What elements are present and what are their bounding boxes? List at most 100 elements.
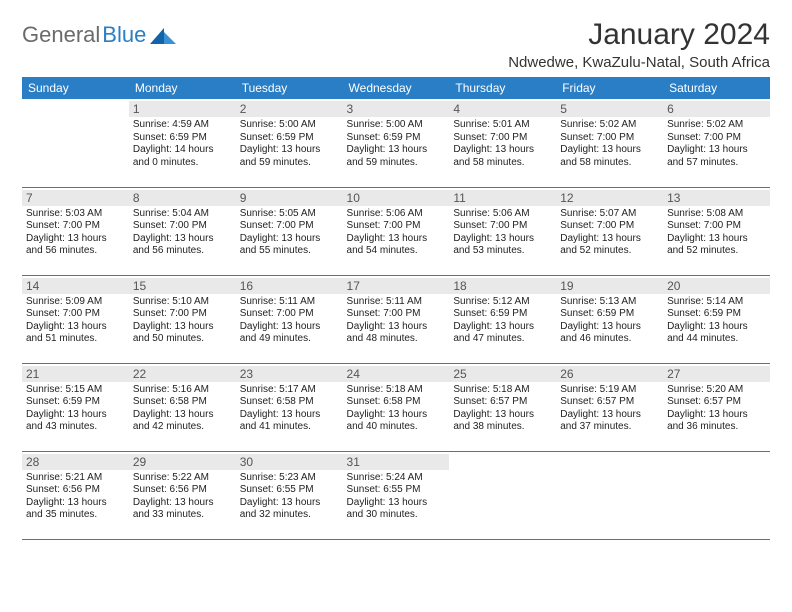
daylight-line2: and 56 minutes. <box>26 245 125 258</box>
day-number: 15 <box>129 278 236 294</box>
sunset-line: Sunset: 6:59 PM <box>26 396 125 409</box>
daylight-line2: and 48 minutes. <box>347 333 446 346</box>
calendar-day-cell: 1Sunrise: 4:59 AMSunset: 6:59 PMDaylight… <box>129 99 236 187</box>
calendar-day-cell: 13Sunrise: 5:08 AMSunset: 7:00 PMDayligh… <box>663 187 770 275</box>
daylight-line2: and 56 minutes. <box>133 245 232 258</box>
daylight-line2: and 50 minutes. <box>133 333 232 346</box>
sunrise-line: Sunrise: 5:22 AM <box>133 472 232 485</box>
daylight-line2: and 37 minutes. <box>560 421 659 434</box>
daylight-line2: and 58 minutes. <box>560 157 659 170</box>
daylight-line2: and 43 minutes. <box>26 421 125 434</box>
calendar-day-cell: 31Sunrise: 5:24 AMSunset: 6:55 PMDayligh… <box>343 451 450 539</box>
sunrise-line: Sunrise: 5:04 AM <box>133 208 232 221</box>
sunrise-line: Sunrise: 5:17 AM <box>240 384 339 397</box>
day-info: Sunrise: 5:06 AMSunset: 7:00 PMDaylight:… <box>347 208 446 258</box>
daylight-line2: and 51 minutes. <box>26 333 125 346</box>
day-info: Sunrise: 5:11 AMSunset: 7:00 PMDaylight:… <box>240 296 339 346</box>
calendar-day-cell: 10Sunrise: 5:06 AMSunset: 7:00 PMDayligh… <box>343 187 450 275</box>
day-number: 21 <box>22 366 129 382</box>
day-info: Sunrise: 5:13 AMSunset: 6:59 PMDaylight:… <box>560 296 659 346</box>
daylight-line1: Daylight: 13 hours <box>667 144 766 157</box>
calendar-day-cell: 6Sunrise: 5:02 AMSunset: 7:00 PMDaylight… <box>663 99 770 187</box>
daylight-line1: Daylight: 13 hours <box>240 497 339 510</box>
weekday-header: Monday <box>129 77 236 99</box>
sunrise-line: Sunrise: 5:21 AM <box>26 472 125 485</box>
day-number: 9 <box>236 190 343 206</box>
logo: GeneralBlue <box>22 22 176 48</box>
daylight-line2: and 54 minutes. <box>347 245 446 258</box>
title-block: January 2024 Ndwedwe, KwaZulu-Natal, Sou… <box>508 18 770 71</box>
daylight-line2: and 49 minutes. <box>240 333 339 346</box>
daylight-line1: Daylight: 13 hours <box>26 497 125 510</box>
daylight-line1: Daylight: 14 hours <box>133 144 232 157</box>
daylight-line1: Daylight: 13 hours <box>347 497 446 510</box>
daylight-line1: Daylight: 13 hours <box>560 144 659 157</box>
sunrise-line: Sunrise: 5:16 AM <box>133 384 232 397</box>
calendar-day-cell: 18Sunrise: 5:12 AMSunset: 6:59 PMDayligh… <box>449 275 556 363</box>
day-number: 18 <box>449 278 556 294</box>
daylight-line2: and 40 minutes. <box>347 421 446 434</box>
daylight-line2: and 42 minutes. <box>133 421 232 434</box>
day-number: 23 <box>236 366 343 382</box>
calendar-day-cell: 16Sunrise: 5:11 AMSunset: 7:00 PMDayligh… <box>236 275 343 363</box>
day-info: Sunrise: 5:17 AMSunset: 6:58 PMDaylight:… <box>240 384 339 434</box>
sunrise-line: Sunrise: 5:11 AM <box>347 296 446 309</box>
calendar-week-row: 21 Sunrise: 5:15 AMSunset: 6:59 PMDayligh… <box>22 363 770 451</box>
daylight-line2: and 38 minutes. <box>453 421 552 434</box>
daylight-line2: and 35 minutes. <box>26 509 125 522</box>
day-info: Sunrise: 5:09 AMSunset: 7:00 PMDaylight:… <box>26 296 125 346</box>
daylight-line1: Daylight: 13 hours <box>453 321 552 334</box>
day-info: Sunrise: 5:11 AMSunset: 7:00 PMDaylight:… <box>347 296 446 346</box>
day-info: Sunrise: 5:15 AMSunset: 6:59 PMDaylight:… <box>26 384 125 434</box>
calendar-week-row: 1Sunrise: 4:59 AMSunset: 6:59 PMDaylight… <box>22 99 770 187</box>
calendar-day-cell <box>663 451 770 539</box>
sunset-line: Sunset: 6:59 PM <box>133 132 232 145</box>
calendar-day-cell: 22Sunrise: 5:16 AMSunset: 6:58 PMDayligh… <box>129 363 236 451</box>
sunrise-line: Sunrise: 5:11 AM <box>240 296 339 309</box>
daylight-line2: and 47 minutes. <box>453 333 552 346</box>
day-info: Sunrise: 4:59 AMSunset: 6:59 PMDaylight:… <box>133 119 232 169</box>
calendar-page: GeneralBlue January 2024 Ndwedwe, KwaZul… <box>0 0 792 540</box>
day-number: 3 <box>343 101 450 117</box>
sunrise-line: Sunrise: 5:07 AM <box>560 208 659 221</box>
sunrise-line: Sunrise: 5:13 AM <box>560 296 659 309</box>
daylight-line1: Daylight: 13 hours <box>240 144 339 157</box>
calendar-day-cell: 12Sunrise: 5:07 AMSunset: 7:00 PMDayligh… <box>556 187 663 275</box>
sunrise-line: Sunrise: 5:03 AM <box>26 208 125 221</box>
calendar-week-row: 14Sunrise: 5:09 AMSunset: 7:00 PMDayligh… <box>22 275 770 363</box>
daylight-line2: and 33 minutes. <box>133 509 232 522</box>
day-number: 11 <box>449 190 556 206</box>
sunrise-line: Sunrise: 5:23 AM <box>240 472 339 485</box>
sunrise-line: Sunrise: 5:05 AM <box>240 208 339 221</box>
sunrise-line: Sunrise: 5:06 AM <box>453 208 552 221</box>
logo-word1: General <box>22 22 100 48</box>
daylight-line2: and 59 minutes. <box>347 157 446 170</box>
sunset-line: Sunset: 6:59 PM <box>453 308 552 321</box>
day-number: 2 <box>236 101 343 117</box>
sunset-line: Sunset: 7:00 PM <box>26 308 125 321</box>
calendar-body: 1Sunrise: 4:59 AMSunset: 6:59 PMDaylight… <box>22 99 770 539</box>
day-info: Sunrise: 5:03 AMSunset: 7:00 PMDaylight:… <box>26 208 125 258</box>
day-info: Sunrise: 5:18 AMSunset: 6:58 PMDaylight:… <box>347 384 446 434</box>
daylight-line1: Daylight: 13 hours <box>240 233 339 246</box>
daylight-line2: and 32 minutes. <box>240 509 339 522</box>
daylight-line2: and 52 minutes. <box>560 245 659 258</box>
daylight-line1: Daylight: 13 hours <box>240 321 339 334</box>
day-number: 19 <box>556 278 663 294</box>
sunrise-line: Sunrise: 5:10 AM <box>133 296 232 309</box>
sunrise-line: Sunrise: 5:19 AM <box>560 384 659 397</box>
calendar-day-cell: 24Sunrise: 5:18 AMSunset: 6:58 PMDayligh… <box>343 363 450 451</box>
calendar-day-cell: 20Sunrise: 5:14 AMSunset: 6:59 PMDayligh… <box>663 275 770 363</box>
sunset-line: Sunset: 6:55 PM <box>240 484 339 497</box>
calendar-day-cell <box>449 451 556 539</box>
daylight-line2: and 44 minutes. <box>667 333 766 346</box>
day-number: 31 <box>343 454 450 470</box>
daylight-line1: Daylight: 13 hours <box>560 321 659 334</box>
day-info: Sunrise: 5:06 AMSunset: 7:00 PMDaylight:… <box>453 208 552 258</box>
sunrise-line: Sunrise: 5:08 AM <box>667 208 766 221</box>
sunset-line: Sunset: 7:00 PM <box>453 220 552 233</box>
daylight-line1: Daylight: 13 hours <box>347 321 446 334</box>
sunset-line: Sunset: 6:59 PM <box>240 132 339 145</box>
day-number: 6 <box>663 101 770 117</box>
sunrise-line: Sunrise: 5:20 AM <box>667 384 766 397</box>
